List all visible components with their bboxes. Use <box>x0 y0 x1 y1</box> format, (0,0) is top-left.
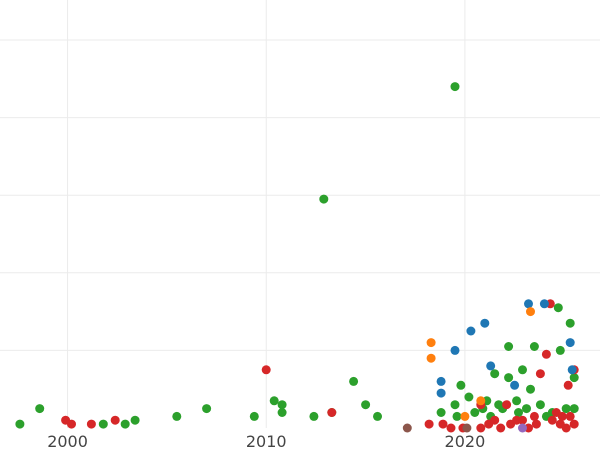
data-point <box>490 369 500 379</box>
data-point <box>565 411 575 421</box>
data-point <box>172 411 182 421</box>
data-point <box>555 345 565 355</box>
data-point <box>436 388 446 398</box>
data-point <box>269 396 279 406</box>
data-point <box>470 408 480 417</box>
data-point <box>15 419 25 429</box>
x-tick-label: 2000 <box>47 432 88 450</box>
data-point <box>464 392 474 402</box>
data-point <box>446 423 456 433</box>
data-point <box>462 423 472 433</box>
data-point <box>450 345 460 355</box>
data-point <box>480 318 490 328</box>
data-point <box>361 400 371 410</box>
data-point <box>452 411 462 421</box>
data-point <box>514 408 523 417</box>
data-point <box>567 365 577 375</box>
data-point <box>277 408 287 417</box>
data-point <box>504 342 514 351</box>
data-point <box>67 419 76 429</box>
data-point <box>476 396 486 406</box>
data-point <box>504 373 514 383</box>
data-point <box>436 376 446 386</box>
data-point <box>565 318 575 328</box>
x-tick-layer: 2000 2010 2020 <box>47 432 485 450</box>
data-point <box>476 423 486 433</box>
data-point <box>249 411 259 421</box>
data-point <box>426 338 436 348</box>
data-point <box>490 415 500 425</box>
data-point <box>319 194 329 204</box>
data-point <box>526 307 535 317</box>
data-point <box>130 415 140 425</box>
data-point <box>569 373 579 383</box>
data-point <box>436 408 446 417</box>
grid-layer <box>0 0 600 428</box>
data-point <box>486 361 496 371</box>
data-point <box>535 369 545 379</box>
data-point <box>98 419 108 429</box>
data-point <box>569 404 579 414</box>
data-point <box>518 365 527 375</box>
data-point <box>529 342 539 351</box>
data-point <box>531 419 541 429</box>
data-point <box>86 419 96 429</box>
data-point <box>349 376 359 386</box>
data-point <box>110 415 120 425</box>
data-point <box>512 396 522 406</box>
x-tick-label: 2010 <box>246 432 287 450</box>
data-point <box>561 423 571 433</box>
data-point <box>510 380 520 390</box>
data-point <box>424 419 434 429</box>
data-point <box>466 326 476 336</box>
data-point <box>502 400 512 410</box>
x-tick-label: 2020 <box>445 432 486 450</box>
data-point <box>563 380 573 390</box>
data-point <box>518 423 527 433</box>
data-point <box>541 349 551 359</box>
data-point <box>460 411 470 421</box>
data-point <box>438 419 448 429</box>
data-point <box>277 400 287 410</box>
data-point <box>553 303 563 313</box>
data-point <box>35 404 45 414</box>
data-point <box>524 299 533 309</box>
data-point <box>373 411 382 421</box>
data-point <box>120 419 130 429</box>
data-point <box>535 400 545 410</box>
points-layer <box>15 82 579 433</box>
data-point <box>561 404 571 414</box>
data-point <box>518 415 527 425</box>
data-point <box>426 353 436 363</box>
data-point <box>450 82 460 92</box>
data-point <box>529 411 539 421</box>
data-point <box>565 338 575 348</box>
data-point <box>261 365 271 375</box>
data-point <box>539 299 549 309</box>
data-point <box>569 419 579 429</box>
data-point <box>450 400 460 410</box>
data-point <box>202 404 212 414</box>
data-point <box>327 408 337 417</box>
data-point <box>309 411 319 421</box>
data-point <box>456 380 466 390</box>
data-point <box>496 423 506 433</box>
data-point <box>547 415 557 425</box>
data-point <box>402 423 412 433</box>
data-point <box>526 384 535 394</box>
data-point <box>522 404 531 414</box>
data-point <box>557 411 567 421</box>
